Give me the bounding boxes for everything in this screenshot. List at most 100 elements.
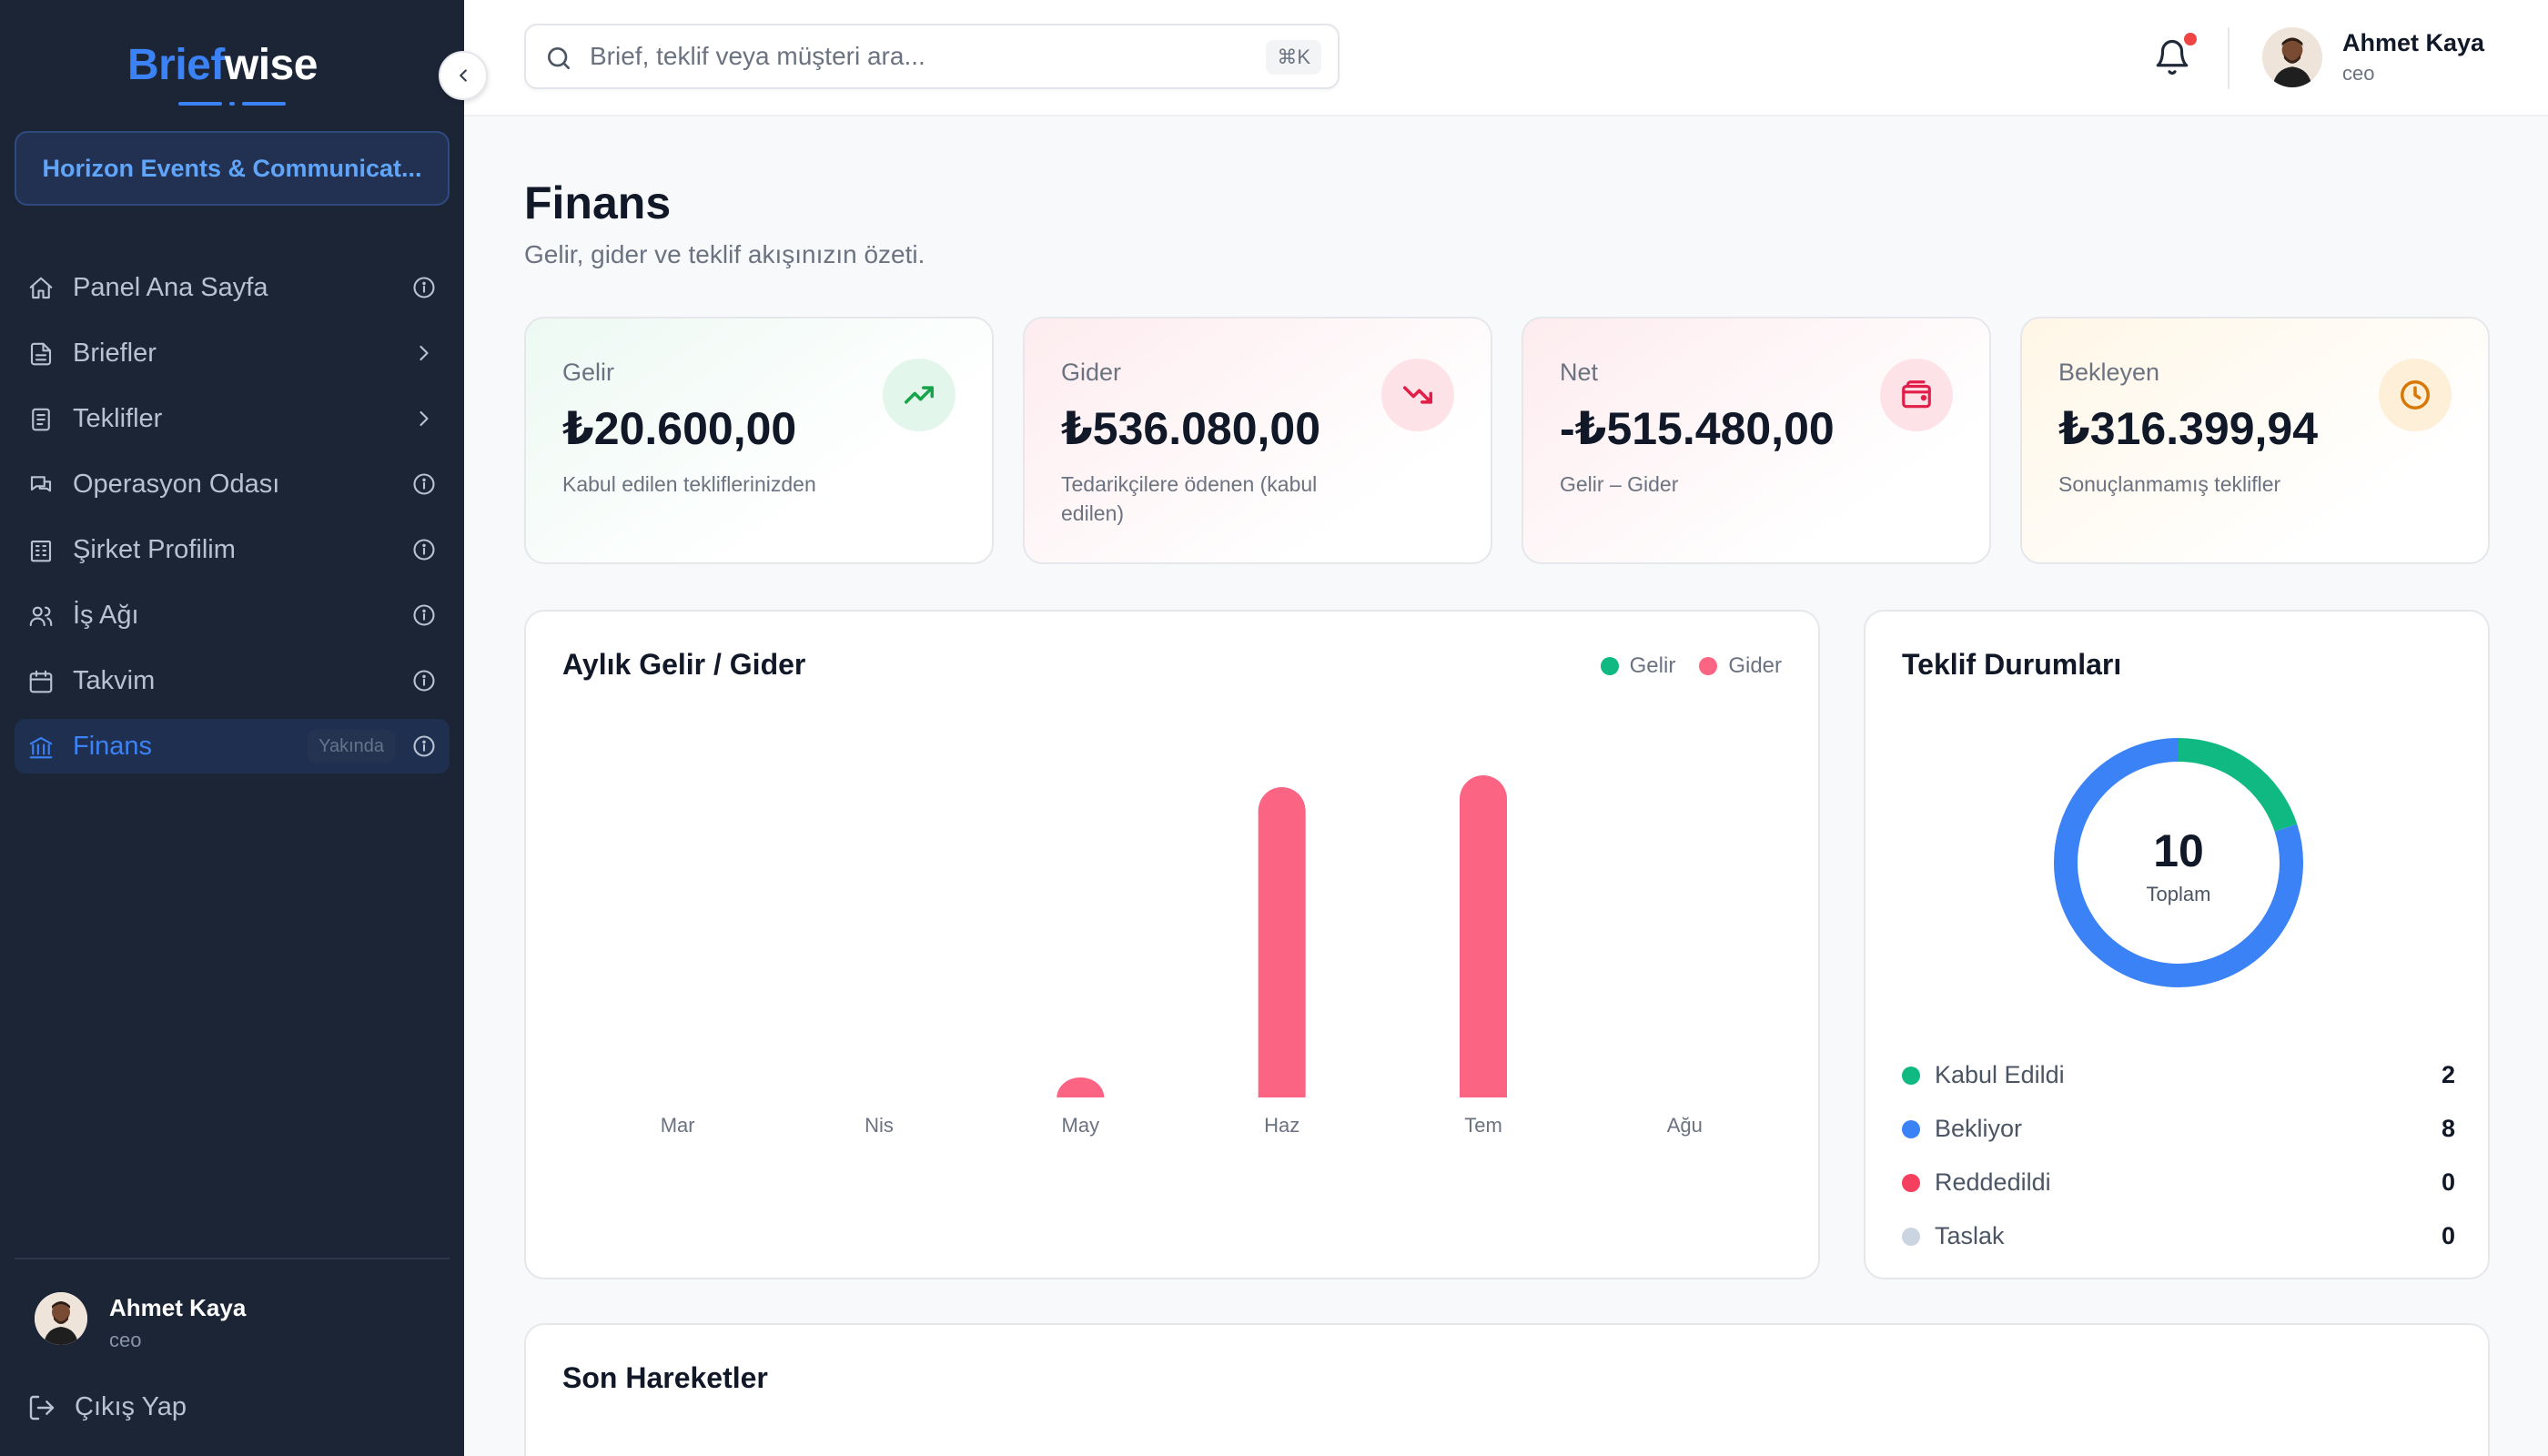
stat-desc: Kabul edilen tekliflerinizden	[562, 472, 816, 496]
stat-card-net: Net -₺515.480,00 Gelir – Gider	[1522, 317, 1991, 564]
sidebar-user-role: ceo	[109, 1329, 142, 1351]
search-input[interactable]	[590, 38, 1208, 75]
legend-label: Gelir	[1629, 653, 1676, 678]
info-icon[interactable]	[411, 668, 437, 693]
info-icon[interactable]	[411, 275, 437, 300]
home-icon	[29, 277, 53, 299]
calendar-icon	[29, 670, 53, 693]
company-name: Horizon Events & Communicat...	[42, 154, 422, 182]
info-icon[interactable]	[411, 471, 437, 497]
topbar: ⌘K Ahmet Kaya ceo	[464, 0, 2548, 116]
info-icon[interactable]	[411, 733, 437, 759]
stat-card-bekleyen: Bekleyen ₺316.399,94 Sonuçlanmamış tekli…	[2020, 317, 2490, 564]
bar-gider[interactable]	[1258, 787, 1306, 1097]
sidebar-nav: Panel Ana Sayfa Briefler Teklifler Operasyo…	[15, 260, 450, 784]
stat-value: -₺515.480,00	[1560, 403, 1835, 454]
sidebar-item[interactable]: Şirket Profilim	[15, 522, 450, 577]
trending-down-icon	[1381, 359, 1454, 431]
sidebar-item[interactable]: Finans Yakında	[15, 719, 450, 774]
stat-value: ₺20.600,00	[562, 403, 797, 454]
status-count: 0	[2441, 1168, 2455, 1196]
search-box[interactable]: ⌘K	[524, 24, 1340, 89]
recent-title: Son Hareketler	[562, 1361, 768, 1394]
status-dot	[1902, 1174, 1920, 1192]
status-count: 0	[2441, 1222, 2455, 1249]
donut-slice[interactable]	[2178, 738, 2298, 833]
sidebar-item[interactable]: Operasyon Odası	[15, 457, 450, 511]
sidebar-item[interactable]: Takvim	[15, 653, 450, 708]
sidebar-divider	[15, 1258, 450, 1259]
x-tick-label: Nis	[864, 1114, 894, 1137]
sidebar-item[interactable]: Teklifler	[15, 391, 450, 446]
sidebar-collapse-button[interactable]	[439, 51, 488, 100]
status-dot	[1902, 1067, 1920, 1085]
bar-gider[interactable]	[1460, 775, 1507, 1097]
topbar-divider	[2228, 27, 2230, 89]
info-icon[interactable]	[411, 602, 437, 628]
sidebar-item-label: Operasyon Odası	[73, 469, 280, 499]
sidebar-item-label: Teklifler	[73, 403, 163, 433]
status-dot	[1902, 1228, 1920, 1246]
logo-wise: wise	[224, 41, 318, 89]
sidebar-item-label: Takvim	[73, 665, 156, 695]
logo-brief: Brief	[127, 41, 225, 89]
company-switcher[interactable]: Horizon Events & Communicat...	[15, 131, 450, 206]
status-title: Teklif Durumları	[1902, 648, 2122, 681]
bar-gider[interactable]	[1057, 1077, 1105, 1097]
stat-desc: Gelir – Gider	[1560, 472, 1679, 496]
stat-card-gelir: Gelir ₺20.600,00 Kabul edilen teklifleri…	[524, 317, 994, 564]
sidebar-item[interactable]: İş Ağı	[15, 588, 450, 642]
chart-legend: Gelir Gider	[1577, 653, 1782, 679]
legend-gider: Gider	[1699, 653, 1782, 679]
stat-desc: Tedarikçilere ödenen (kabul edilen)	[1061, 472, 1318, 525]
status-row: Reddedildi 0	[1902, 1156, 2455, 1209]
topbar-user[interactable]: Ahmet Kaya ceo	[2262, 27, 2484, 87]
sidebar-item[interactable]: Briefler	[15, 326, 450, 380]
clock-icon	[2379, 359, 2452, 431]
logout-icon	[29, 1395, 55, 1420]
chevron-right-icon[interactable]	[411, 340, 437, 366]
x-tick-label: Ağu	[1667, 1114, 1703, 1137]
avatar	[2262, 27, 2322, 87]
bank-icon	[29, 736, 53, 759]
recent-transactions-card: Son Hareketler	[524, 1323, 2490, 1456]
chart-title: Aylık Gelir / Gider	[562, 648, 806, 681]
document-icon	[30, 342, 52, 366]
wallet-icon	[1880, 359, 1953, 431]
building-icon	[30, 540, 52, 562]
x-tick-label: Haz	[1264, 1114, 1299, 1137]
chevron-right-icon[interactable]	[411, 406, 437, 431]
x-tick-label: Mar	[661, 1114, 695, 1137]
page-title: Finans	[524, 177, 672, 228]
x-tick-label: Tem	[1464, 1114, 1502, 1137]
avatar	[35, 1292, 87, 1345]
sidebar: Briefwise Horizon Events & Communicat...…	[0, 0, 464, 1456]
notification-dot	[2184, 33, 2197, 46]
status-row: Taslak 0	[1902, 1209, 2455, 1263]
donut-total: 10	[2153, 825, 2204, 876]
donut-total-label: Toplam	[2147, 883, 2211, 905]
logout-button[interactable]: Çıkış Yap	[27, 1392, 187, 1422]
logo[interactable]: Briefwise	[127, 40, 318, 90]
users-icon	[29, 606, 53, 627]
status-dot	[1902, 1120, 1920, 1138]
legend-label: Gider	[1728, 653, 1782, 678]
chat-icon	[30, 476, 52, 492]
coming-soon-badge: Yakında	[308, 730, 395, 763]
stat-title: Gelir	[562, 359, 615, 386]
status-row: Bekliyor 8	[1902, 1102, 2455, 1156]
sidebar-user-name: Ahmet Kaya	[109, 1294, 247, 1321]
sidebar-user[interactable]: Ahmet Kaya ceo	[35, 1292, 246, 1351]
info-icon[interactable]	[411, 537, 437, 562]
status-label: Bekliyor	[1935, 1115, 2023, 1142]
bell-icon[interactable]	[2153, 38, 2191, 76]
stat-title: Net	[1560, 359, 1599, 386]
sidebar-item[interactable]: Panel Ana Sayfa	[15, 260, 450, 315]
sidebar-item-label: Panel Ana Sayfa	[73, 272, 268, 302]
bar-chart: Mar Nis May Haz Tem Ağu	[661, 775, 1703, 1137]
donut-slice[interactable]	[2054, 738, 2303, 987]
status-count: 2	[2441, 1061, 2455, 1088]
logo-underline	[178, 102, 286, 106]
status-label: Kabul Edildi	[1935, 1061, 2065, 1088]
shortcut-badge: ⌘K	[1266, 40, 1321, 75]
